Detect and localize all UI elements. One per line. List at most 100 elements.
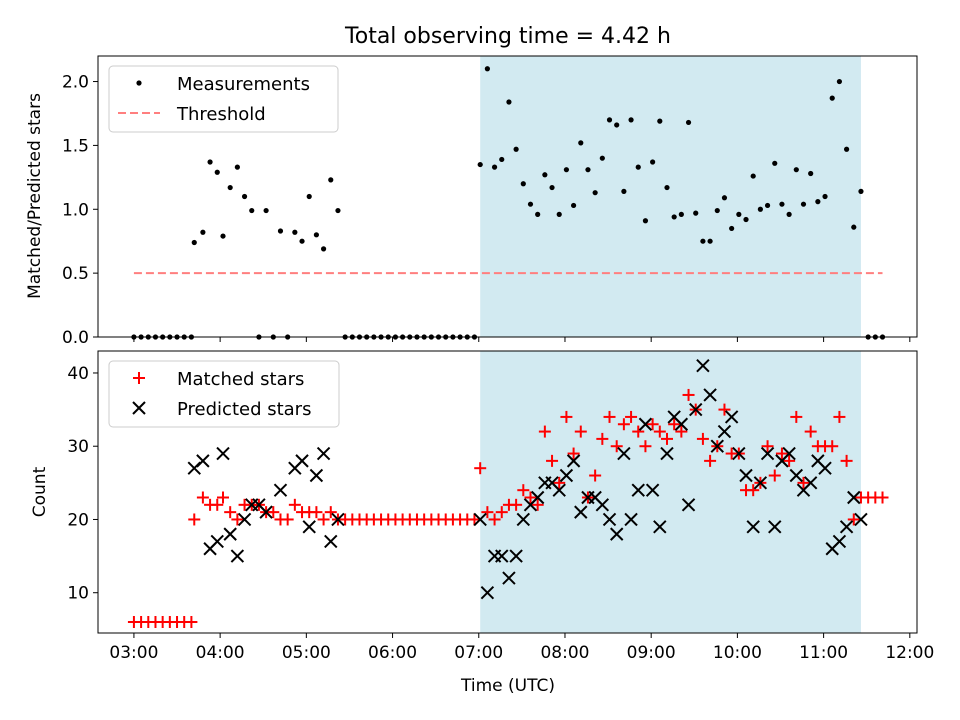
measurements-point [328,177,334,183]
matched-stars-point [675,425,688,438]
measurements-point [858,188,864,194]
predicted-stars-point [509,549,523,563]
matched-stars-point [775,447,788,460]
x-tick-label: 10:00 [713,643,762,663]
count-legend-box [108,360,340,428]
predicted-stars-point [746,520,760,534]
predicted-stars-point [309,468,324,483]
measurements-point [542,172,548,178]
matched-stars-point [553,476,566,489]
ratio-ylabel: Matched/Predicted stars [25,93,45,299]
measurements-point [292,229,298,235]
measurements-point [491,164,498,170]
predicted-stars-point [595,498,610,512]
measurements-point [606,117,613,123]
x-tick-label: 06:00 [368,643,417,663]
matched-stars-point [668,418,681,431]
y-tick-label: 2.0 [62,73,89,93]
measurements-point [277,228,284,234]
predicted-stars-point [324,534,338,549]
predicted-stars-point [230,549,245,563]
predicted-stars-point [480,586,495,600]
measurements-point [793,167,799,173]
predicted-stars-point [516,512,531,527]
count-panel-frame [97,350,918,634]
measurements-point [227,184,233,191]
measurements-point [499,156,505,163]
predicted-stars-point [689,402,703,417]
measurements-point [299,238,305,244]
chart-title: Total observing time = 4.42 h [344,24,671,49]
matched-stars-point [324,506,337,519]
count-panel: 10 20 30 40 03:00 04:00 05:00 06:00 07:00 08:00 0… [30,350,934,696]
predicted-stars-point [473,512,487,527]
y-tick-label: 1.0 [62,200,89,220]
matched-stars-point [632,425,645,438]
measurements-legend-label: Measurements [177,74,310,95]
matched-stars-point [211,498,224,511]
matched-stars-point [468,513,481,526]
measurements-point [743,216,749,223]
matched-stars-point [696,432,709,445]
measurements-point [786,211,792,217]
predicted-stars-point [552,483,566,497]
matched-stars-point [488,513,501,526]
matched-stars-point [495,506,508,519]
y-tick-label: 1.5 [62,136,89,156]
matched-stars-point [267,506,280,519]
measurements-point [614,122,620,128]
matched-stars-point [804,425,817,438]
predicted-stars-point [847,490,861,505]
measurements-point [320,246,327,252]
measurements-point [836,78,843,85]
matched-stars-legend-marker [133,372,145,384]
measurements-point [241,193,248,200]
predicted-stars-point [566,454,581,468]
x-tick-label: 07:00 [454,643,503,663]
measurements-point [671,214,677,220]
predicted-stars-point [681,498,696,512]
measurements-point [234,164,240,170]
predicted-stars-point [803,476,818,490]
y-tick-label: 40 [67,364,89,384]
predicted-stars-point [502,571,516,585]
predicted-stars-legend-label: Predicted stars [177,399,311,420]
predicted-stars-point [295,454,309,468]
observing-window-span [480,56,861,337]
measurements-point [556,211,562,217]
predicted-stars-point [854,512,868,527]
matched-stars-point [768,469,781,482]
predicted-stars-point [273,483,288,497]
matched-stars-point [560,410,573,423]
y-tick-label: 30 [67,437,89,457]
ratio-legend: Measurements Threshold [108,65,339,133]
matched-stars-point [567,447,580,460]
measurements-point [808,170,814,177]
measurements-point [335,207,341,214]
predicted-stars-point [710,439,724,453]
measurements-point [693,210,699,216]
predicted-stars-point [818,461,832,475]
measurements-point [664,184,670,191]
predicted-stars-point [259,505,273,519]
measurements-point [678,211,684,217]
matched-stars-point [747,484,760,497]
measurements-point [513,146,519,152]
measurements-point [757,206,763,212]
predicted-stars-point [782,446,796,461]
x-tick-label: 09:00 [627,643,676,663]
y-tick-label: 10 [67,584,89,604]
measurements-point [721,195,728,201]
predicted-stars-point [196,454,210,468]
matched-stars-point [524,491,537,504]
x-tick-label: 11:00 [799,643,848,663]
matched-stars-point [783,454,796,467]
matched-stars-point [281,513,294,526]
measurements-point [520,181,526,187]
measurements-point [200,229,206,235]
matched-stars-point [833,410,846,423]
predicted-stars-point [753,476,768,490]
predicted-stars-point [660,446,674,461]
measurements-point [736,211,742,217]
predicted-stars-point [696,358,710,373]
